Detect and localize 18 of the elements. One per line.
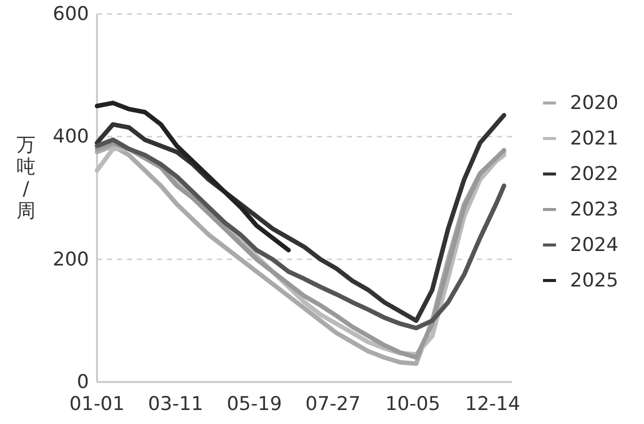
x-tick-label: 07-27 (305, 393, 361, 415)
x-tick-label: 10-05 (385, 393, 440, 415)
legend-label: 2022 (570, 163, 618, 185)
legend-label: 2020 (570, 92, 618, 114)
line-series (94, 100, 291, 252)
y-axis-title: 万吨/周 (16, 134, 36, 222)
y-tick-label: 400 (52, 126, 89, 148)
y-tick-label: 200 (52, 248, 89, 270)
x-tick-label: 05-19 (226, 393, 282, 415)
legend-label: 2024 (570, 234, 618, 256)
y-tick-label: 600 (52, 3, 89, 25)
legend-label: 2025 (570, 270, 618, 292)
legend-label: 2021 (570, 128, 618, 150)
x-tick-label: 01-01 (69, 393, 125, 415)
x-tick-label: 12-14 (465, 393, 520, 415)
x-tick-label: 03-11 (148, 393, 204, 415)
y-tick-label: 0 (76, 371, 89, 393)
legend-label: 2023 (570, 198, 618, 220)
